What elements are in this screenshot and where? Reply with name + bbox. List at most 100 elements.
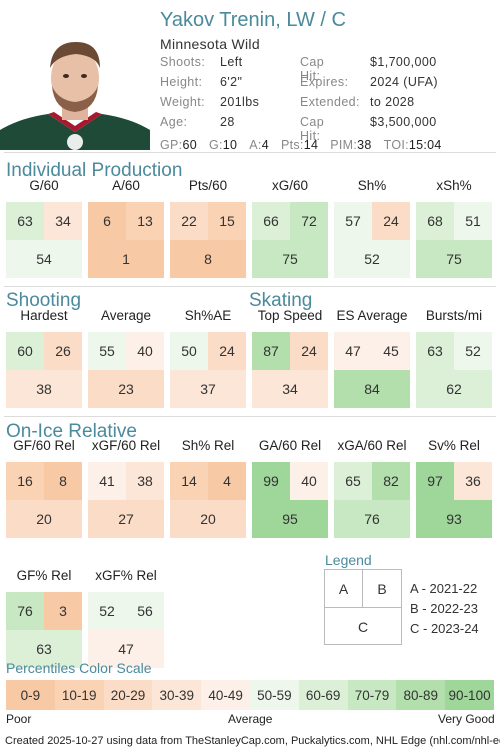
- metric-cell-c: 23: [88, 370, 164, 408]
- legend-cell-a: A: [325, 570, 363, 608]
- metric-cell-a: 57: [334, 202, 372, 240]
- metric-label: GF/60 Rel: [13, 438, 75, 453]
- metric-cell-a: 63: [416, 332, 454, 370]
- info-value: 6'2": [220, 75, 243, 89]
- metric-cell-b: 56: [126, 592, 164, 630]
- scale-label-poor: Poor: [6, 712, 32, 726]
- metric-cell-a: 87: [252, 332, 290, 370]
- stat-label: Pts:: [280, 138, 304, 152]
- metric-cell-a: 97: [416, 462, 454, 500]
- footer-credits: Created 2025-10-27 using data from TheSt…: [5, 735, 500, 747]
- player-header: Yakov Trenin, LW / C Minnesota Wild Shoo…: [0, 0, 500, 152]
- metric-cell-a: 60: [6, 332, 44, 370]
- metric-label: ES Average: [336, 308, 408, 323]
- metric-cell-a: 22: [170, 202, 208, 240]
- metric-cell-c: 75: [416, 240, 492, 278]
- metric-label: Pts/60: [188, 178, 228, 193]
- stat-value: 60: [182, 138, 197, 152]
- scale-bin: 10-19: [54, 680, 104, 710]
- info-value: $1,700,000: [370, 55, 437, 69]
- info-label: Cap Hit:: [300, 55, 325, 83]
- metric-cell-c: 75: [252, 240, 328, 278]
- stat-value: 10: [222, 138, 238, 152]
- stat-item: Pts:14: [281, 138, 318, 152]
- info-label: Expires:: [300, 75, 349, 89]
- info-value: to 2028: [370, 95, 415, 109]
- info-label: Age:: [160, 115, 188, 129]
- stat-item: GP:60: [160, 138, 197, 152]
- metric-cell-b: 13: [126, 202, 164, 240]
- player-photo-icon: [0, 34, 150, 150]
- metric-cell-a: 52: [88, 592, 126, 630]
- metric-cell-a: 55: [88, 332, 126, 370]
- metric-cell-a: 99: [252, 462, 290, 500]
- metric-cell-c: 54: [6, 240, 82, 278]
- metric-cell-a: 16: [6, 462, 44, 500]
- metric-cell-c: 20: [170, 500, 246, 538]
- stat-label: TOI:: [383, 138, 409, 152]
- metric-cell-a: 47: [334, 332, 372, 370]
- info-label: Shoots:: [160, 55, 206, 69]
- player-name: Yakov Trenin, LW / C: [160, 9, 346, 31]
- section-title-skating: Skating: [249, 290, 313, 311]
- legend-cell-c: C: [357, 618, 369, 635]
- metric-cell-b: 24: [290, 332, 328, 370]
- metric-cell-b: 15: [208, 202, 246, 240]
- metric-cell-b: 36: [454, 462, 492, 500]
- metric-label: A/60: [112, 178, 140, 193]
- info-value: 2024 (UFA): [370, 75, 438, 89]
- metric-cell-c: 38: [6, 370, 82, 408]
- metric-cell-c: 34: [252, 370, 328, 408]
- metric-cell-b: 38: [126, 462, 164, 500]
- metric-cell-c: 47: [88, 630, 164, 668]
- divider: [4, 416, 496, 417]
- stat-value: 14: [303, 138, 319, 152]
- metric-cell-c: 63: [6, 630, 82, 668]
- metric-cell-a: 68: [416, 202, 454, 240]
- metric-cell-c: 52: [334, 240, 410, 278]
- info-value: 201lbs: [220, 95, 260, 109]
- season-stats-line: GP:60 G:10 A:4 Pts:14 PIM:38 TOI:15:04: [160, 138, 454, 152]
- scale-bin: 90-100: [445, 680, 494, 710]
- metric-label: Bursts/mi: [425, 308, 483, 323]
- metric-cell-b: 45: [372, 332, 410, 370]
- metric-cell-b: 8: [44, 462, 82, 500]
- legend-title: Legend: [325, 552, 372, 568]
- stat-value: 15:04: [408, 138, 442, 152]
- metric-cell-c: 93: [416, 500, 492, 538]
- stat-value: 38: [357, 138, 372, 152]
- metric-cell-c: 27: [88, 500, 164, 538]
- scale-bin: 70-79: [347, 680, 397, 710]
- metric-cell-a: 63: [6, 202, 44, 240]
- scale-bin: 60-69: [298, 680, 348, 710]
- metric-cell-b: 24: [372, 202, 410, 240]
- scale-bin: 50-59: [249, 680, 299, 710]
- metric-cell-c: 76: [334, 500, 410, 538]
- metric-label: Sh%AE: [184, 308, 232, 323]
- metric-cell-c: 62: [416, 370, 492, 408]
- metric-cell-a: 50: [170, 332, 208, 370]
- metric-cell-b: 82: [372, 462, 410, 500]
- legend-key-c: C - 2023-24: [410, 621, 479, 636]
- metric-cell-b: 40: [126, 332, 164, 370]
- color-scale-title: Percentiles Color Scale: [6, 660, 152, 676]
- metric-cell-b: 24: [208, 332, 246, 370]
- metric-cell-a: 14: [170, 462, 208, 500]
- color-scale: 0-9 10-19 20-29 30-39 40-49 50-59 60-69 70-79 80…: [6, 680, 494, 710]
- metric-cell-c: 95: [252, 500, 328, 538]
- section-title-on-ice-relative: On-Ice Relative: [6, 421, 137, 442]
- metric-cell-b: 3: [44, 592, 82, 630]
- scale-bin: 20-29: [103, 680, 153, 710]
- info-value: Left: [220, 55, 243, 69]
- metric-label: xSh%: [436, 178, 472, 193]
- metric-cell-c: 20: [6, 500, 82, 538]
- metric-label: Average: [100, 308, 152, 323]
- stat-item: PIM:38: [330, 138, 371, 152]
- stat-label: PIM:: [330, 138, 358, 152]
- metric-label: Sv% Rel: [428, 438, 480, 453]
- metric-cell-b: 34: [44, 202, 82, 240]
- metric-cell-a: 65: [334, 462, 372, 500]
- divider: [4, 286, 496, 287]
- scale-bin: 80-89: [396, 680, 446, 710]
- scale-bin: 40-49: [201, 680, 250, 710]
